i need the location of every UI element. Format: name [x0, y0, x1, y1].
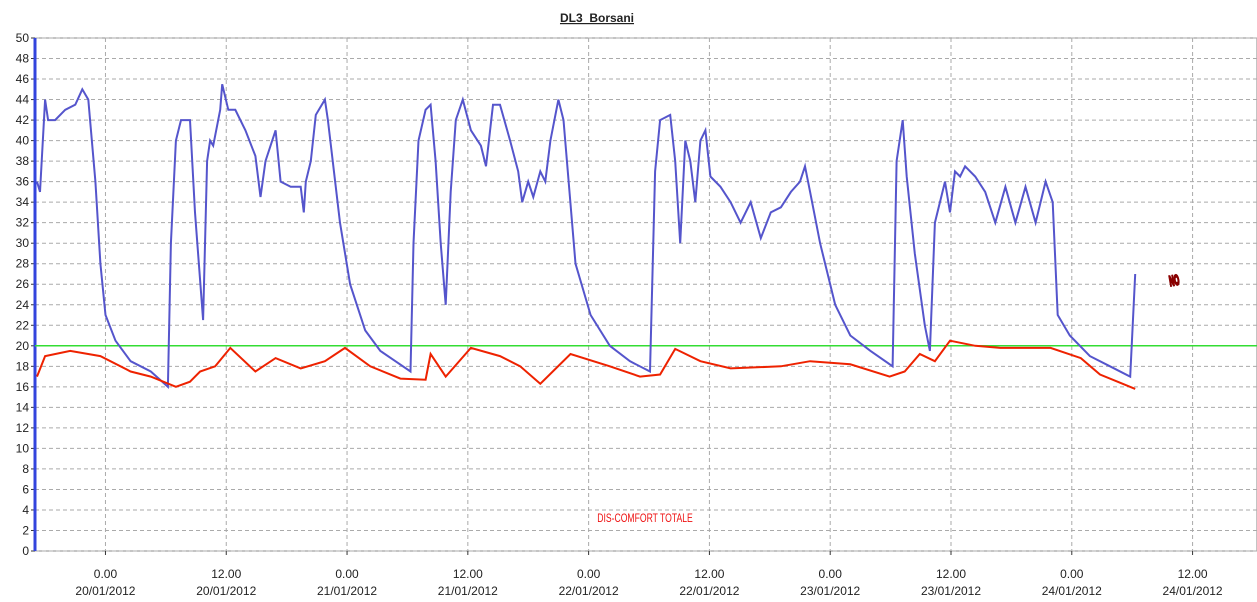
chart-title: DL3_Borsani — [560, 11, 634, 25]
annotation: NO — [1168, 273, 1180, 290]
y-tick-label: 26 — [16, 277, 30, 291]
y-tick-label: 14 — [16, 400, 30, 414]
x-tick-label: 12.00 24/01/2012 — [1163, 567, 1223, 598]
x-tick-label: 12.00 20/01/2012 — [196, 567, 256, 598]
y-tick-label: 0 — [22, 544, 29, 558]
y-tick-label: 8 — [22, 462, 29, 476]
y-tick-label: 40 — [16, 134, 30, 148]
x-tick-label: 0.00 23/01/2012 — [800, 567, 860, 598]
y-tick-label: 12 — [16, 421, 30, 435]
y-tick-label: 46 — [16, 72, 30, 86]
y-tick-label: 48 — [16, 52, 30, 66]
y-tick-label: 10 — [16, 441, 30, 455]
y-tick-label: 6 — [22, 482, 29, 496]
y-tick-label: 34 — [16, 195, 30, 209]
y-tick-label: 4 — [22, 503, 29, 517]
data-line — [36, 339, 1136, 390]
y-tick-label: 32 — [16, 216, 30, 230]
y-tick-label: 24 — [16, 298, 30, 312]
y-tick-label: 42 — [16, 113, 30, 127]
y-tick-label: 28 — [16, 257, 30, 271]
data-line — [36, 83, 1137, 389]
y-tick-label: 36 — [16, 175, 30, 189]
x-tick-label: 12.00 22/01/2012 — [679, 567, 739, 598]
y-tick-label: 22 — [16, 318, 30, 332]
y-tick-label: 30 — [16, 236, 30, 250]
x-tick-label: 0.00 22/01/2012 — [559, 567, 619, 598]
y-tick-label: 2 — [22, 523, 29, 537]
y-tick-label: 20 — [16, 339, 30, 353]
y-tick-label: 44 — [16, 93, 30, 107]
y-tick-label: 50 — [16, 31, 30, 45]
x-tick-label: 12.00 21/01/2012 — [438, 567, 498, 598]
y-tick-label: 18 — [16, 359, 30, 373]
y-tick-label: 38 — [16, 154, 30, 168]
x-tick-label: 0.00 21/01/2012 — [317, 567, 377, 598]
y-tick-label: 16 — [16, 380, 30, 394]
annotation: DIS-COMFORT TOTALE — [597, 513, 693, 526]
x-tick-label: 0.00 24/01/2012 — [1042, 567, 1102, 598]
plot-area — [34, 37, 1257, 552]
x-tick-label: 0.00 20/01/2012 — [75, 567, 135, 598]
x-tick-label: 12.00 23/01/2012 — [921, 567, 981, 598]
